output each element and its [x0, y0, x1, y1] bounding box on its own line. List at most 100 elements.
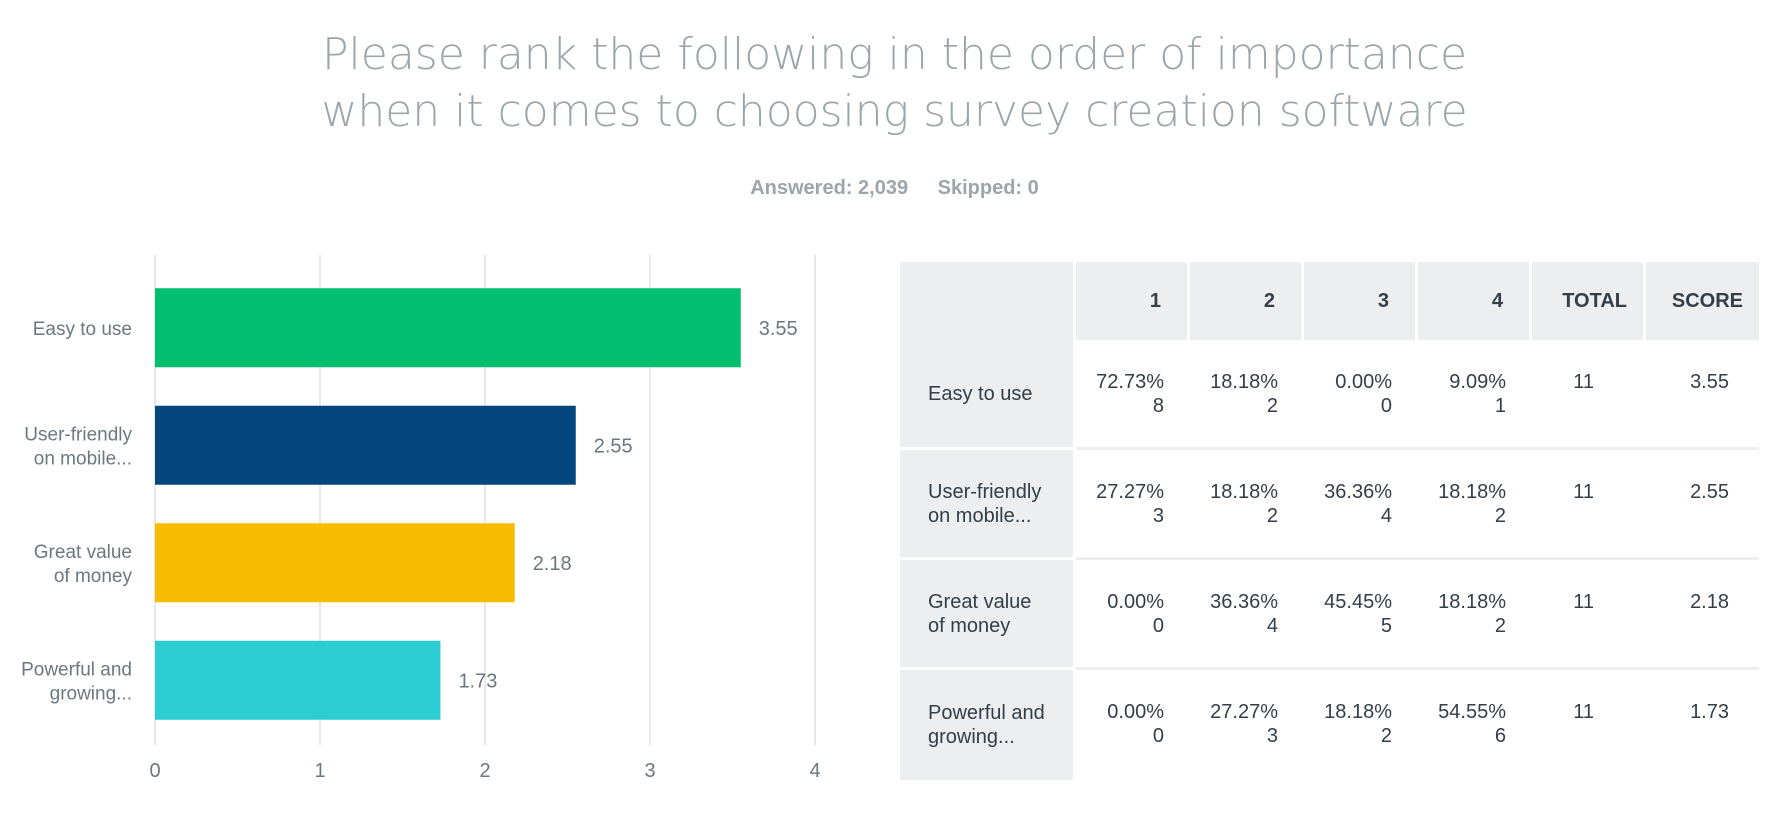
cell-count: 3	[1152, 505, 1164, 527]
cell-percent: 18.18%	[1438, 591, 1506, 613]
score-cell: 2.18	[1646, 560, 1759, 670]
total-cell: 11	[1532, 560, 1646, 670]
cell-percent: 36.36%	[1324, 481, 1392, 503]
cell-count: 2	[1380, 725, 1392, 747]
question-title-line-2: when it comes to choosing survey creatio…	[321, 86, 1468, 137]
x-tick-label: 1	[314, 760, 325, 782]
cell-count: 2	[1494, 615, 1506, 637]
table-row-label: User-friendly on mobile...	[900, 450, 1076, 560]
row-label-line: growing...	[928, 726, 1015, 748]
total-cell: 11	[1532, 340, 1646, 450]
row-label-line: Great value	[928, 590, 1032, 613]
cell-count: 8	[1152, 395, 1164, 417]
cell-count: 0	[1152, 725, 1164, 747]
ranking-table: 1 2 3 4 TOTAL SCORE Easy to use 72.73% 8 18…	[900, 262, 1759, 780]
bar-1	[155, 288, 741, 368]
ranking-bar-chart: 0 1 2 3 4 3.55 Easy to use 2.55 User-friendly on …	[21, 255, 821, 782]
skipped-count: Skipped: 0	[937, 177, 1039, 199]
score-cell: 2.55	[1646, 450, 1759, 560]
table-header-rank-1: 1	[1076, 262, 1190, 340]
table-header-blank	[900, 262, 1076, 340]
bar-4	[155, 640, 441, 720]
total-cell: 11	[1532, 450, 1646, 560]
cell-count: 6	[1494, 725, 1506, 747]
table-row: Easy to use 72.73% 8 18.18% 2 0.00% 0 9.09% 1 11 3…	[900, 340, 1759, 450]
cell-percent: 9.09%	[1449, 371, 1506, 393]
table-row: User-friendly on mobile... 27.27% 3 18.18% 2 3…	[900, 450, 1759, 560]
table-header-rank-2: 2	[1190, 262, 1304, 340]
cell-percent: 36.36%	[1210, 591, 1278, 613]
rank-1-cell: 0.00% 0	[1076, 670, 1190, 780]
total-cell: 11	[1573, 701, 1594, 723]
table-row-label: Great value of money	[900, 560, 1076, 670]
cell-percent: 18.18%	[1324, 701, 1392, 723]
score-cell: 3.55	[1646, 340, 1759, 450]
category-label: on mobile...	[34, 448, 132, 469]
category-label: growing...	[50, 683, 132, 704]
rank-3-cell: 18.18% 2	[1304, 670, 1418, 780]
table-row: Great value of money 0.00% 0 36.36% 4 45.45% 5 1…	[900, 560, 1759, 670]
x-tick-label: 2	[479, 760, 490, 782]
cell-count: 4	[1380, 505, 1392, 527]
table-header-total: TOTAL	[1532, 262, 1646, 340]
cell-percent: 18.18%	[1210, 371, 1278, 393]
cell-percent: 54.55%	[1438, 701, 1506, 723]
cell-count: 2	[1494, 505, 1506, 527]
cell-percent: 0.00%	[1335, 371, 1392, 393]
category-label: Great value	[34, 542, 132, 563]
rank-2-cell: 18.18% 2	[1190, 340, 1304, 450]
category-label: Powerful and	[21, 659, 132, 680]
response-summary: Answered: 2,039 Skipped: 0	[0, 177, 1789, 200]
score-cell: 1.73	[1690, 701, 1729, 723]
x-tick-label: 3	[644, 760, 655, 782]
table-header-rank-4: 4	[1418, 262, 1532, 340]
table-row-label: Easy to use	[900, 340, 1076, 450]
cell-percent: 27.27%	[1096, 481, 1164, 503]
cell-count: 2	[1266, 505, 1278, 527]
rank-1-cell: 0.00% 0	[1076, 560, 1190, 670]
rank-4-cell: 9.09% 1	[1418, 340, 1532, 450]
cell-count: 2	[1266, 395, 1278, 417]
cell-percent: 27.27%	[1210, 701, 1278, 723]
cell-count: 1	[1494, 395, 1506, 417]
table-header-row: 1 2 3 4 TOTAL SCORE	[900, 262, 1759, 340]
rank-3-cell: 0.00% 0	[1304, 340, 1418, 450]
rank-4-cell: 18.18% 2	[1418, 560, 1532, 670]
cell-percent: 72.73%	[1096, 371, 1164, 393]
x-tick-label: 0	[149, 760, 160, 782]
question-title: Please rank the following in the order o…	[0, 26, 1789, 140]
category-label: of money	[54, 566, 133, 587]
rank-1-cell: 72.73% 8	[1076, 340, 1190, 450]
cell-count: 4	[1266, 615, 1278, 637]
rank-1-cell: 27.27% 3	[1076, 450, 1190, 560]
cell-count: 5	[1380, 615, 1392, 637]
table-row: Powerful and growing... 0.00% 0 27.27% 3 18.18…	[900, 670, 1759, 780]
question-title-line-1: Please rank the following in the order o…	[321, 29, 1468, 80]
answered-count: Answered: 2,039	[750, 177, 909, 199]
cell-percent: 0.00%	[1107, 591, 1164, 613]
cell-percent: 0.00%	[1107, 701, 1164, 723]
category-label: Easy to use	[33, 319, 132, 340]
cell-percent: 18.18%	[1438, 481, 1506, 503]
bar-value-label: 3.55	[759, 318, 798, 340]
table-header-rank-3: 3	[1304, 262, 1418, 340]
rank-3-cell: 36.36% 4	[1304, 450, 1418, 560]
row-label-line: on mobile...	[928, 504, 1032, 527]
x-tick-label: 4	[809, 760, 820, 782]
row-label-line: Powerful and	[928, 702, 1045, 724]
cell-percent: 18.18%	[1210, 481, 1278, 503]
row-label-line: of money	[928, 614, 1011, 637]
bar-3	[155, 523, 515, 603]
bar-value-label: 2.55	[594, 435, 633, 457]
bar-value-label: 2.18	[533, 553, 572, 575]
bar-value-label: 1.73	[458, 670, 497, 692]
cell-count: 3	[1266, 725, 1278, 747]
table-header-score: SCORE	[1646, 262, 1759, 340]
row-label-line: User-friendly	[928, 480, 1042, 503]
row-label-line: Easy to use	[928, 382, 1033, 405]
table-row-label: Powerful and growing...	[900, 670, 1076, 780]
cell-count: 0	[1152, 615, 1164, 637]
rank-2-cell: 27.27% 3	[1190, 670, 1304, 780]
bar-2	[155, 405, 576, 485]
rank-2-cell: 18.18% 2	[1190, 450, 1304, 560]
